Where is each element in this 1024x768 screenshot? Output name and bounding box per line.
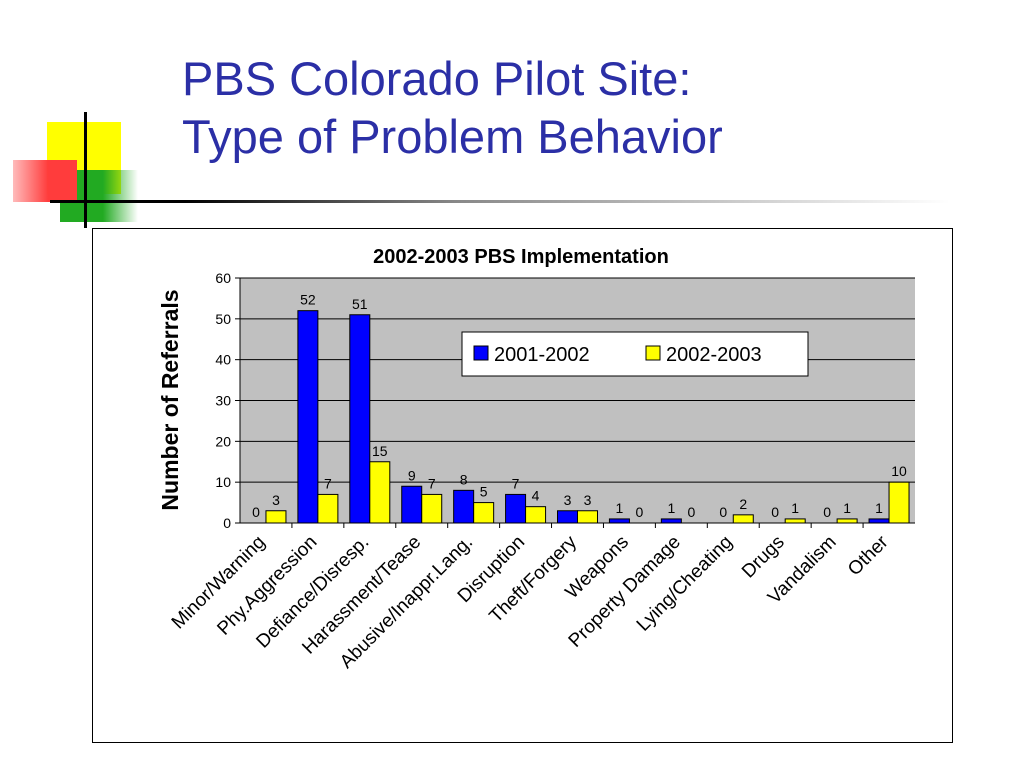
x-tick-label: Lying/Cheating <box>633 532 737 636</box>
decor-horizontal-line <box>50 200 950 203</box>
data-label: 2 <box>739 496 747 512</box>
legend: 2001-2002 2002-2003 <box>461 331 809 377</box>
data-label: 15 <box>372 443 388 459</box>
data-label: 0 <box>687 504 695 520</box>
data-label: 0 <box>719 504 727 520</box>
bar-2002-2003 <box>784 518 806 524</box>
bar-2001-2002 <box>505 493 527 524</box>
data-label: 1 <box>791 500 799 516</box>
data-label: 3 <box>272 492 280 508</box>
bar-2001-2002 <box>660 518 682 524</box>
y-tick-label: 0 <box>223 515 231 531</box>
legend-label: 2002-2003 <box>666 344 762 366</box>
bar-2001-2002 <box>453 489 475 524</box>
bar-2002-2003 <box>525 506 547 524</box>
bar-2002-2003 <box>369 461 391 524</box>
y-tick-label: 60 <box>215 270 231 286</box>
data-label: 9 <box>408 467 416 483</box>
plot-area: 010203040506003Minor/Warning527Phy.Aggre… <box>168 270 915 673</box>
bar-2002-2003 <box>577 510 598 524</box>
data-label: 7 <box>324 475 332 491</box>
data-label: 0 <box>252 504 260 520</box>
data-label: 1 <box>667 500 675 516</box>
x-tick-label: Minor/Warning <box>168 532 270 634</box>
data-label: 7 <box>428 475 436 491</box>
bar-2001-2002 <box>349 314 371 524</box>
data-label: 0 <box>823 504 831 520</box>
bar-2001-2002 <box>557 510 578 524</box>
data-label: 0 <box>771 504 779 520</box>
bar-2001-2002 <box>608 518 630 524</box>
y-tick-label: 30 <box>215 393 231 409</box>
slide-title-line-1: PBS Colorado Pilot Site: <box>182 52 692 105</box>
decor-vertical-line <box>84 112 87 228</box>
legend-swatch <box>645 345 661 361</box>
data-label: 3 <box>584 492 592 508</box>
data-label: 1 <box>875 500 883 516</box>
bar-2002-2003 <box>888 481 910 524</box>
x-tick-label: Other <box>844 531 893 580</box>
legend-label: 2001-2002 <box>494 344 590 366</box>
bar-2002-2003 <box>317 493 339 524</box>
bar-2001-2002 <box>297 310 319 524</box>
data-label: 7 <box>512 475 520 491</box>
y-tick-label: 10 <box>215 474 231 490</box>
x-tick-label: Drugs <box>738 532 789 583</box>
bar-2001-2002 <box>401 485 423 524</box>
data-label: 4 <box>532 488 540 504</box>
y-tick-label: 40 <box>215 352 231 368</box>
data-label: 51 <box>352 296 368 312</box>
bar-2002-2003 <box>265 510 287 524</box>
slide-title-line-2: Type of Problem Behavior <box>182 110 723 163</box>
decor-red-square <box>13 160 77 202</box>
data-label: 10 <box>891 463 907 479</box>
data-label: 1 <box>843 500 851 516</box>
legend-box <box>461 331 809 377</box>
chart-title: 2002-2003 PBS Implementation <box>373 246 669 268</box>
bar-2001-2002 <box>868 518 890 524</box>
data-label: 52 <box>300 292 316 308</box>
data-label: 8 <box>460 471 468 487</box>
bar-2002-2003 <box>836 518 858 524</box>
data-label: 5 <box>480 484 488 500</box>
slide-title: PBS Colorado Pilot Site: Type of Problem… <box>182 50 723 166</box>
bar-2002-2003 <box>421 493 443 524</box>
data-label: 1 <box>616 500 624 516</box>
y-tick-label: 20 <box>215 433 231 449</box>
y-tick-label: 50 <box>215 311 231 327</box>
chart-frame: 2002-2003 PBS Implementation Number of R… <box>92 228 953 743</box>
data-label: 3 <box>564 492 572 508</box>
bar-2002-2003 <box>473 502 495 524</box>
data-label: 0 <box>636 504 644 520</box>
bar-chart: 2002-2003 PBS Implementation Number of R… <box>157 246 915 673</box>
y-axis-label: Number of Referrals <box>157 289 183 510</box>
legend-swatch <box>473 345 489 361</box>
bar-2002-2003 <box>732 514 754 524</box>
